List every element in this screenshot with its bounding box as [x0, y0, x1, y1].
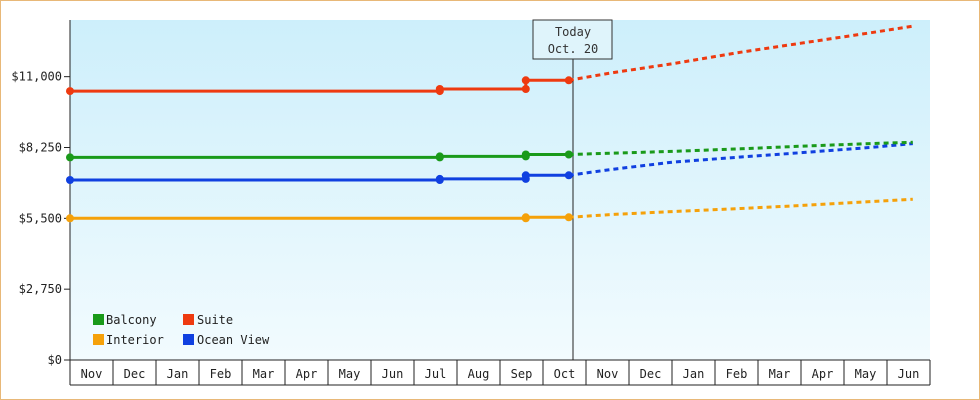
- series-suite: [66, 24, 914, 96]
- forecast-line-suite: [568, 24, 914, 82]
- data-point-interior: [66, 214, 74, 223]
- x-tick-label: Jun: [898, 367, 920, 381]
- x-tick-label: Jun: [382, 367, 404, 381]
- today-date: Oct. 20: [548, 42, 599, 56]
- data-point-ocean-view: [564, 171, 573, 180]
- x-tick-label: Feb: [210, 367, 232, 381]
- x-tick-label: Jul: [425, 367, 447, 381]
- x-tick-label: Dec: [124, 367, 146, 381]
- x-tick-label: Apr: [296, 367, 318, 381]
- legend-swatch-suite: [183, 314, 194, 325]
- legend-label-ocean-view: Ocean View: [197, 333, 270, 347]
- legend-swatch-interior: [93, 334, 104, 345]
- plot-area: [70, 20, 930, 360]
- data-point-interior: [564, 213, 573, 222]
- y-tick-label: $11,000: [11, 70, 62, 84]
- x-tick-label: Mar: [253, 367, 275, 381]
- x-tick-label: May: [855, 367, 877, 381]
- data-point-suite: [521, 85, 530, 93]
- y-tick-label: $8,250: [19, 141, 62, 155]
- x-tick-label: Apr: [812, 367, 834, 381]
- legend-swatch-balcony: [93, 314, 104, 325]
- x-tick-label: Feb: [726, 367, 748, 381]
- data-point-balcony: [564, 150, 573, 159]
- forecast-line-interior: [568, 197, 913, 219]
- today-label: Today: [555, 25, 591, 39]
- x-tick-label: Aug: [468, 367, 490, 381]
- series-interior: [66, 197, 913, 223]
- data-point-suite: [435, 85, 444, 93]
- x-tick-label: Jan: [683, 367, 705, 381]
- data-point-balcony: [435, 152, 444, 161]
- data-point-balcony: [521, 150, 530, 159]
- series-ocean-view: [66, 142, 913, 184]
- series-balcony: [66, 140, 913, 162]
- data-point-balcony: [66, 153, 74, 162]
- series-layer: [66, 24, 914, 223]
- y-tick-label: $5,500: [19, 211, 62, 225]
- data-point-suite: [564, 76, 573, 85]
- actual-line-balcony: [70, 153, 569, 159]
- y-tick-label: $0: [48, 353, 62, 367]
- forecast-line-ocean-view: [568, 142, 913, 177]
- data-point-ocean-view: [435, 174, 444, 183]
- legend: Balcony Suite Interior Ocean View: [93, 313, 270, 347]
- data-point-suite: [521, 76, 530, 85]
- legend-swatch-ocean-view: [183, 334, 194, 345]
- x-tick-label: Sep: [511, 367, 533, 381]
- x-tick-label: Nov: [81, 367, 103, 381]
- x-axis: Nov Dec Jan Feb Mar Apr May Jun Jul Aug Sep Oct Nov D…: [69, 359, 931, 386]
- forecast-line-balcony: [568, 140, 913, 156]
- data-point-interior: [521, 213, 530, 222]
- y-tick-label: $2,750: [19, 282, 62, 296]
- data-point-suite: [66, 87, 74, 96]
- x-tick-label: Oct: [554, 367, 576, 381]
- y-axis: $0 $2,750 $5,500 $8,250 $11,000: [11, 20, 71, 367]
- data-point-ocean-view: [66, 176, 74, 184]
- x-tick-label: Mar: [769, 367, 791, 381]
- legend-label-interior: Interior: [106, 333, 164, 347]
- actual-line-interior: [70, 215, 569, 220]
- legend-label-balcony: Balcony: [106, 313, 157, 327]
- actual-line-ocean-view: [70, 173, 569, 182]
- x-tick-label: May: [339, 367, 361, 381]
- x-tick-label: Nov: [597, 367, 619, 381]
- x-tick-label: Jan: [167, 367, 189, 381]
- legend-label-suite: Suite: [197, 313, 233, 327]
- x-tick-label: Dec: [640, 367, 662, 381]
- today-marker: Today Oct. 20: [532, 19, 613, 360]
- data-point-ocean-view: [521, 171, 530, 180]
- today-box: [532, 19, 613, 60]
- actual-line-suite: [70, 78, 569, 93]
